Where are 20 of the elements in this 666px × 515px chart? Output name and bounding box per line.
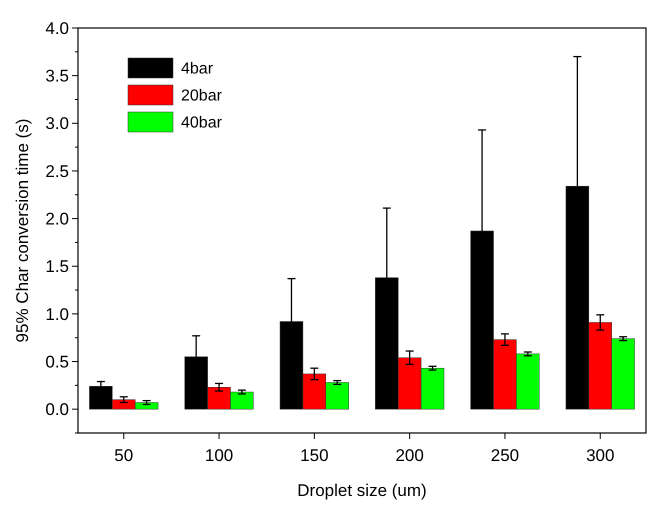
x-tick-label: 50	[114, 446, 134, 465]
y-tick-label: 1.0	[45, 304, 69, 324]
y-tick-label: 3.0	[45, 114, 69, 134]
legend-label: 40bar	[181, 114, 223, 132]
y-tick-label: 0.5	[45, 352, 69, 372]
y-tick-label: 1.5	[45, 257, 69, 276]
legend-label: 4bar	[181, 60, 214, 78]
y-tick-label: 2.0	[45, 210, 69, 229]
x-axis-title: Droplet size (um)	[297, 481, 427, 500]
x-tick-label: 150	[300, 446, 329, 465]
x-tick-label: 200	[395, 446, 424, 465]
x-tick-label: 100	[204, 446, 234, 465]
y-tick-label: 0.0	[45, 400, 69, 420]
y-tick-label: 3.5	[45, 66, 69, 86]
legend-label: 20bar	[181, 88, 223, 105]
y-tick-label: 2.5	[45, 162, 69, 181]
y-axis-title: 95% Char conversion time (s)	[13, 118, 32, 342]
x-tick-label: 300	[586, 446, 614, 465]
y-tick-label: 4.0	[45, 18, 69, 38]
x-tick-label: 250	[490, 446, 520, 465]
